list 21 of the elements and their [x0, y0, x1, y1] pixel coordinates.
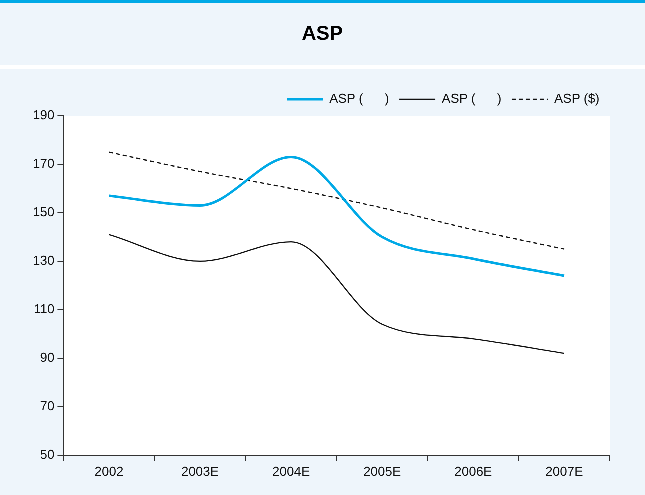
- x-tick-label: 2002: [94, 464, 124, 479]
- line-series: [108, 156, 566, 278]
- line-series: [108, 234, 566, 354]
- x-tick-label: 2007E: [546, 464, 584, 479]
- x-tick-label: 2004E: [272, 464, 310, 479]
- x-tick-label: 2005E: [364, 464, 402, 479]
- x-tick-label: 2003E: [181, 464, 220, 479]
- legend-label: ASP ( ): [442, 91, 502, 106]
- legend-label: ASP ($): [554, 91, 600, 106]
- y-tick-label: 90: [40, 350, 55, 366]
- line-series: [108, 152, 566, 250]
- y-tick-label: 190: [32, 108, 55, 123]
- y-tick-label: 130: [32, 253, 55, 268]
- y-tick-label: 110: [34, 302, 55, 317]
- y-tick-label: 50: [40, 446, 55, 462]
- legend-label: ASP ( ): [330, 91, 390, 106]
- x-tick-label: 2006E: [454, 464, 493, 479]
- y-tick-label: 170: [32, 156, 55, 172]
- y-tick-label: 70: [40, 398, 55, 414]
- chart-title: ASP: [0, 3, 645, 69]
- y-tick-label: 150: [32, 204, 55, 220]
